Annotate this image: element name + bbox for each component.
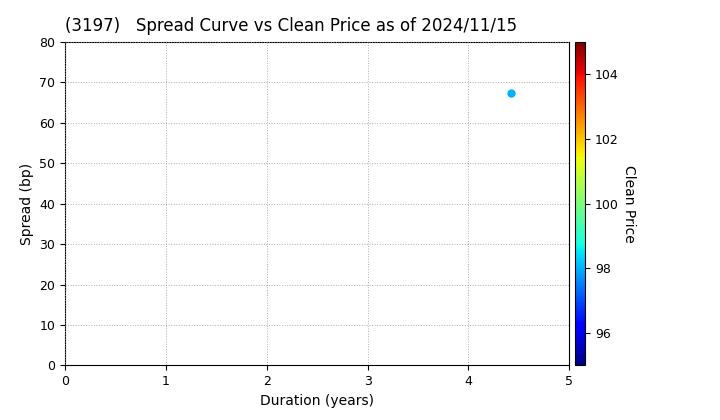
Y-axis label: Spread (bp): Spread (bp) xyxy=(19,163,34,245)
Text: (3197)   Spread Curve vs Clean Price as of 2024/11/15: (3197) Spread Curve vs Clean Price as of… xyxy=(65,17,517,35)
Point xyxy=(505,89,517,96)
Y-axis label: Clean Price: Clean Price xyxy=(621,165,636,243)
X-axis label: Duration (years): Duration (years) xyxy=(260,394,374,408)
